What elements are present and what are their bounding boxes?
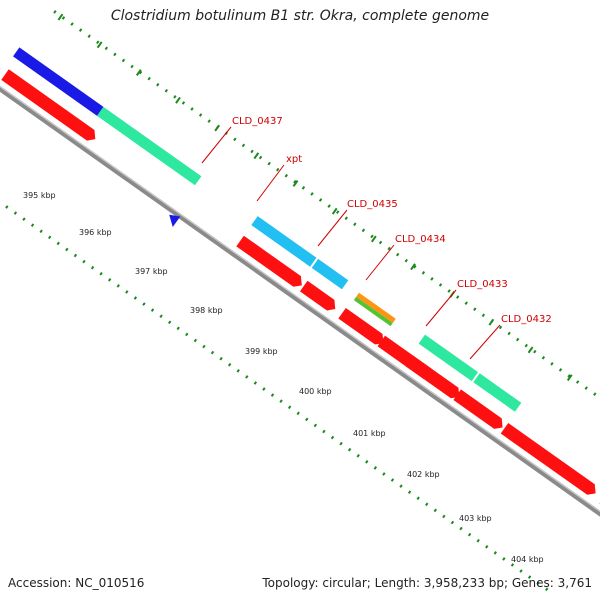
kbp-label-395: 395 kbp [23, 191, 56, 200]
gc-dashes [57, 13, 573, 382]
gene-label-cld-0437[interactable]: CLD_0437 [232, 116, 283, 127]
gc-dash [410, 263, 416, 271]
gene-cld-0432[interactable] [473, 373, 522, 412]
gc-dash [488, 318, 495, 326]
gene-label-xpt[interactable]: xpt [286, 154, 302, 165]
cds-arrow-7[interactable] [453, 389, 506, 432]
forward-genes [13, 47, 522, 412]
gene-xpt[interactable] [311, 258, 349, 290]
gene-cld-0435-green[interactable] [353, 296, 393, 327]
blue-marker [169, 214, 181, 228]
cds-arrow-1[interactable] [1, 69, 99, 144]
gc-dash [214, 124, 220, 132]
kbp-label-399: 399 kbp [245, 347, 278, 356]
gene-label-cld-0432[interactable]: CLD_0432 [501, 314, 552, 325]
map-title: Clostridium botulinum B1 str. Okra, comp… [110, 8, 490, 24]
cds-arrow-2[interactable] [236, 235, 306, 291]
backbone-highlight [0, 79, 600, 520]
gc-dash [57, 13, 64, 21]
gc-dash [292, 180, 299, 187]
genome-backbone [0, 79, 600, 523]
kbp-label-396: 396 kbp [79, 228, 112, 237]
kbp-label-401: 401 kbp [353, 429, 386, 438]
cds-arrow-3[interactable] [299, 280, 339, 314]
gc-dash [96, 41, 103, 49]
gc-dash [566, 374, 573, 382]
kbp-label-403: 403 kbp [459, 514, 492, 523]
gc-dash [135, 69, 142, 76]
gc-dash [527, 346, 534, 354]
callout-lines [201, 126, 501, 360]
cds-arrow-4[interactable] [338, 307, 387, 348]
gc-dash [253, 152, 260, 160]
gc-track-outer [51, 8, 600, 439]
gene-blue[interactable] [13, 47, 104, 116]
kbp-label-402: 402 kbp [407, 470, 440, 479]
reverse-cds [1, 69, 600, 520]
gene-label-cld-0433[interactable]: CLD_0433 [457, 279, 508, 290]
cds-arrow-6[interactable] [405, 355, 463, 401]
gene-cld-0435-orange[interactable] [356, 292, 396, 323]
kbp-label-398: 398 kbp [190, 306, 223, 315]
gc-dash [175, 96, 181, 104]
kbp-label-404: 404 kbp [511, 555, 544, 564]
gene-cld-0437[interactable] [251, 216, 317, 267]
cds-arrow-8[interactable] [500, 422, 600, 498]
kbp-label-397: 397 kbp [135, 267, 168, 276]
gene-cld-0433[interactable] [418, 334, 479, 382]
gene-label-cld-0435[interactable]: CLD_0435 [347, 199, 398, 210]
kbp-label-400: 400 kbp [299, 387, 332, 396]
gene-teal-1[interactable] [97, 106, 202, 186]
gc-dash [371, 235, 377, 243]
gc-track-inner [0, 161, 549, 592]
genome-summary: Topology: circular; Length: 3,958,233 bp… [262, 576, 592, 590]
gene-label-cld-0434[interactable]: CLD_0434 [395, 234, 446, 245]
accession-label: Accession: NC_010516 [8, 576, 145, 590]
gc-dash [331, 207, 338, 215]
